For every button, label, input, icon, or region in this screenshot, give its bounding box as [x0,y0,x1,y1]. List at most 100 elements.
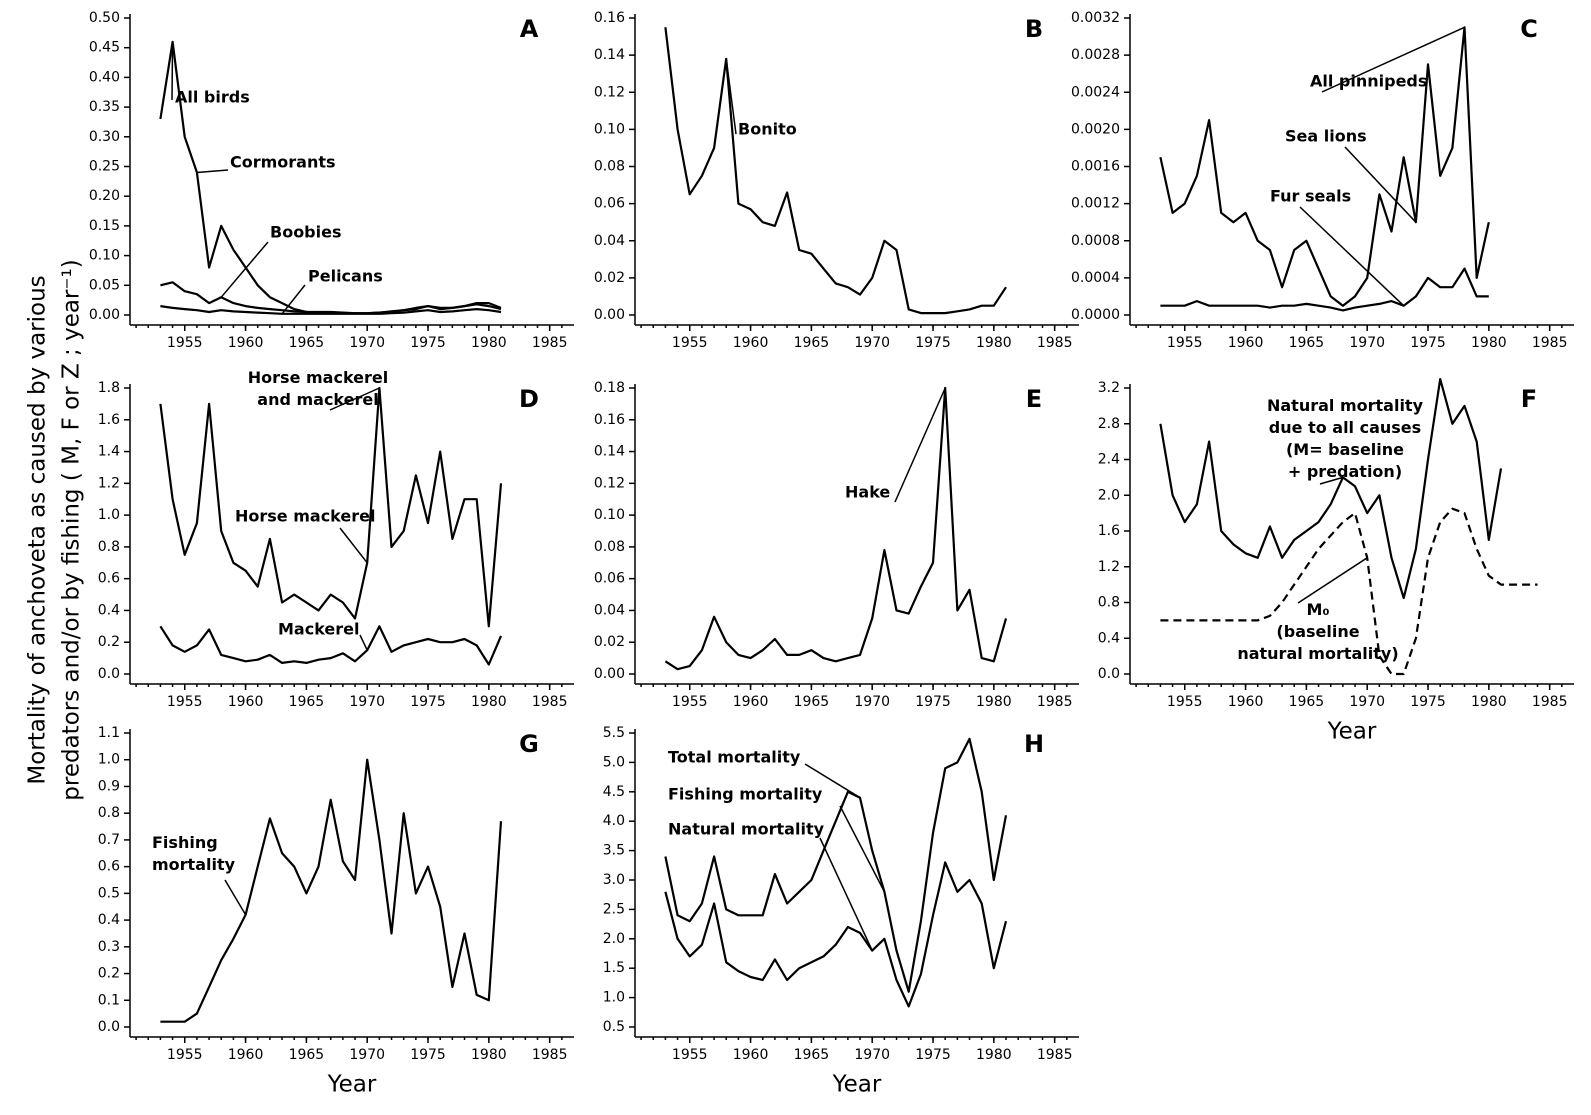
x-tick-label: 1955 [1167,694,1203,710]
x-tick-label: 1960 [1228,694,1264,710]
panel-title: F [1521,385,1537,413]
leader-line [725,58,737,135]
annotation-label: Hake [845,483,890,502]
y-tick-label: 0.12 [594,84,625,100]
x-tick-label: 1965 [794,1047,830,1063]
x-tick-label: 1985 [532,1047,568,1063]
y-tick-label: 0.2 [98,634,120,650]
x-tick-label: 1960 [228,694,264,710]
leader-line [281,284,306,315]
y-tick-label: 0.7 [98,832,120,848]
y-tick-label: 0.00 [594,666,625,682]
y-tick-label: 0.18 [594,380,625,396]
x-tick-label: 1960 [733,694,769,710]
y-tick-label: 1.4 [98,444,120,460]
series-line [159,386,503,628]
leader-line [171,41,174,101]
y-tick-label: 2.4 [1098,452,1120,468]
y-tick-label: 0.8 [98,539,120,555]
x-tick-label: 1970 [349,694,385,710]
y-tick-label: 0.0028 [1071,47,1120,63]
x-tick-label: 1955 [167,335,203,351]
y-tick-label: 0.20 [89,188,120,204]
y-tick-label: 0.0024 [1071,84,1120,100]
y-tick-label: 0.4 [98,912,120,928]
x-tick-label: 1960 [228,335,264,351]
panel-title: H [1024,730,1044,758]
x-tick-label: 1955 [167,1047,203,1063]
x-tick-label: 1960 [733,335,769,351]
y-tick-label: 0.08 [594,539,625,555]
x-tick-label: 1960 [733,1047,769,1063]
annotation-label: All pinnipeds [1310,72,1427,91]
x-tick-label: 1970 [1349,694,1385,710]
leader-line [1344,146,1417,223]
x-axis-label: Year [327,1072,377,1098]
y-tick-label: 0.35 [89,99,120,115]
y-tick-label: 0.8 [98,805,120,821]
series-line [160,758,503,1023]
y-axis-label: Mortality of anchoveta as caused by vari… [25,275,51,784]
y-tick-label: 0.8 [1098,595,1120,611]
y-tick-label: 0.15 [89,218,120,234]
y-tick-label: 0.5 [98,885,120,901]
x-tick-label: 1980 [976,1047,1012,1063]
leader-line [1297,557,1368,604]
series-line [1160,267,1489,312]
annotation-label: Pelicans [308,267,383,286]
x-tick-label: 1985 [532,694,568,710]
y-tick-label: 0.40 [89,69,120,85]
series-line [159,625,503,666]
leader-line [224,879,247,916]
x-tick-label: 1960 [1228,335,1264,351]
x-tick-label: 1975 [1410,335,1446,351]
y-tick-label: 0.00 [89,307,120,323]
x-tick-label: 1955 [1167,335,1203,351]
y-tick-label: 1.0 [98,507,120,523]
leader-line [220,241,269,298]
x-tick-label: 1975 [410,335,446,351]
y-tick-label: 0.3 [98,939,120,955]
x-tick-label: 1970 [349,1047,385,1063]
leader-line [894,387,946,503]
x-tick-label: 1955 [672,335,708,351]
y-tick-label: 5.0 [603,754,625,770]
y-tick-label: 0.0020 [1071,121,1120,137]
x-tick-label: 1985 [532,335,568,351]
y-axis-label: predators and/or by fishing ( M, F or Z … [59,259,85,800]
series-line [1159,378,1503,600]
x-tick-label: 1955 [672,1047,708,1063]
x-tick-label: 1975 [1410,694,1446,710]
annotation-label: Fishing mortality [668,785,823,804]
leader-line [1321,26,1465,93]
series-line [1159,26,1490,307]
y-tick-label: 0.05 [89,277,120,293]
annotation-label: Sea lions [1285,127,1367,146]
x-tick-label: 1985 [1037,694,1073,710]
y-tick-label: 0.0 [1098,666,1120,682]
y-tick-label: 0.0 [98,1019,120,1035]
series-line [160,281,502,315]
y-tick-label: 0.10 [89,248,120,264]
y-tick-label: 0.30 [89,129,120,145]
y-tick-label: 0.4 [1098,630,1120,646]
x-tick-label: 1965 [1289,694,1325,710]
x-tick-label: 1975 [410,694,446,710]
x-tick-label: 1975 [915,335,951,351]
x-tick-label: 1985 [1532,694,1568,710]
x-tick-label: 1985 [1037,1047,1073,1063]
y-tick-label: 0.0016 [1071,159,1120,175]
annotation-label: Natural mortality [668,820,825,839]
leader-line [196,169,229,174]
leader-line [359,634,368,651]
y-tick-label: 0.2 [98,966,120,982]
y-tick-label: 1.6 [1098,523,1120,539]
panel-title: E [1026,385,1042,413]
y-tick-label: 0.14 [594,47,625,63]
y-tick-label: 0.0008 [1071,233,1120,249]
y-tick-label: 1.1 [98,725,120,741]
y-tick-label: 0.04 [594,602,625,618]
x-tick-label: 1970 [1349,335,1385,351]
y-tick-label: 0.25 [89,159,120,175]
